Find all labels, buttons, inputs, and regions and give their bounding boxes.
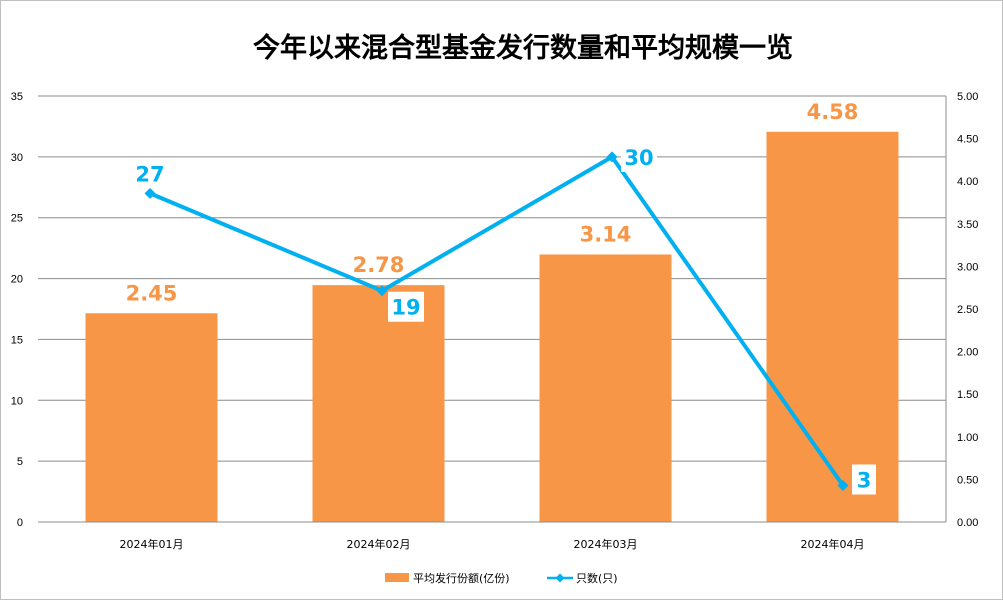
legend: 平均发行份额(亿份) 只数(只): [385, 571, 618, 585]
series-line: [149, 154, 845, 487]
line-data-label: 27: [135, 162, 164, 186]
line-data-label: 30: [624, 146, 653, 170]
line-data-label: 3: [857, 468, 872, 492]
line-label-background: [621, 141, 657, 172]
bar-data-label: 4.58: [807, 100, 859, 124]
right-tick-label: 1.00: [957, 432, 978, 444]
line-series: 27 19 30 3: [132, 141, 876, 495]
legend-swatch-bar: [385, 573, 409, 582]
legend-label-bar: 平均发行份额(亿份): [413, 571, 510, 585]
right-tick-label: 4.50: [957, 134, 978, 146]
right-tick-label: 5.00: [957, 91, 978, 103]
x-tick-label: 2024年03月: [574, 537, 638, 551]
bar: [312, 285, 445, 522]
legend-marker-diamond: [555, 573, 565, 583]
bar-data-label: 2.78: [353, 253, 405, 277]
legend-label-line: 只数(只): [576, 572, 618, 585]
left-tick-label: 5: [17, 456, 23, 468]
line-marker: [376, 285, 388, 297]
left-tick-label: 0: [17, 517, 23, 529]
line-marker: [144, 187, 156, 199]
line-label-background: [132, 158, 168, 189]
right-y-axis: 0.00 0.50 1.00 1.50 2.00 2.50 3.00 3.50 4.00 4.50…: [945, 91, 978, 529]
right-tick-label: 2.00: [957, 347, 978, 359]
line-marker: [606, 151, 618, 163]
left-y-axis: 0 5 10 15 20 25 30 35: [11, 91, 23, 529]
bar: [766, 131, 899, 522]
bar-data-label: 3.14: [580, 222, 632, 246]
right-tick-label: 1.50: [957, 389, 978, 401]
x-tick-label: 2024年01月: [120, 537, 184, 551]
left-tick-label: 10: [11, 395, 23, 407]
left-tick-label: 15: [11, 334, 23, 346]
bar: [539, 254, 672, 523]
x-tick-label: 2024年02月: [347, 537, 411, 551]
bar-data-label: 2.45: [126, 281, 178, 305]
chart-title: 今年以来混合型基金发行数量和平均规模一览: [253, 32, 793, 64]
right-tick-label: 2.50: [957, 304, 978, 316]
left-tick-label: 35: [11, 91, 23, 103]
left-tick-label: 25: [11, 213, 23, 225]
line-label-background: [852, 464, 876, 495]
right-tick-label: 4.00: [957, 176, 978, 188]
right-tick-label: 3.50: [957, 219, 978, 231]
x-axis: 2024年01月 2024年02月 2024年03月 2024年04月: [38, 521, 946, 551]
right-tick-label: 0.00: [957, 517, 978, 529]
right-tick-label: 0.50: [957, 474, 978, 486]
line-data-label: 19: [391, 296, 420, 320]
line-marker: [837, 479, 849, 491]
left-tick-label: 20: [11, 274, 23, 286]
left-tick-label: 30: [11, 152, 23, 164]
x-tick-label: 2024年04月: [801, 537, 865, 551]
bar-series: 2.45 2.78 3.14 4.58: [85, 100, 899, 523]
line-label-background: [388, 291, 424, 322]
right-tick-label: 3.00: [957, 261, 978, 273]
bar: [85, 313, 218, 522]
